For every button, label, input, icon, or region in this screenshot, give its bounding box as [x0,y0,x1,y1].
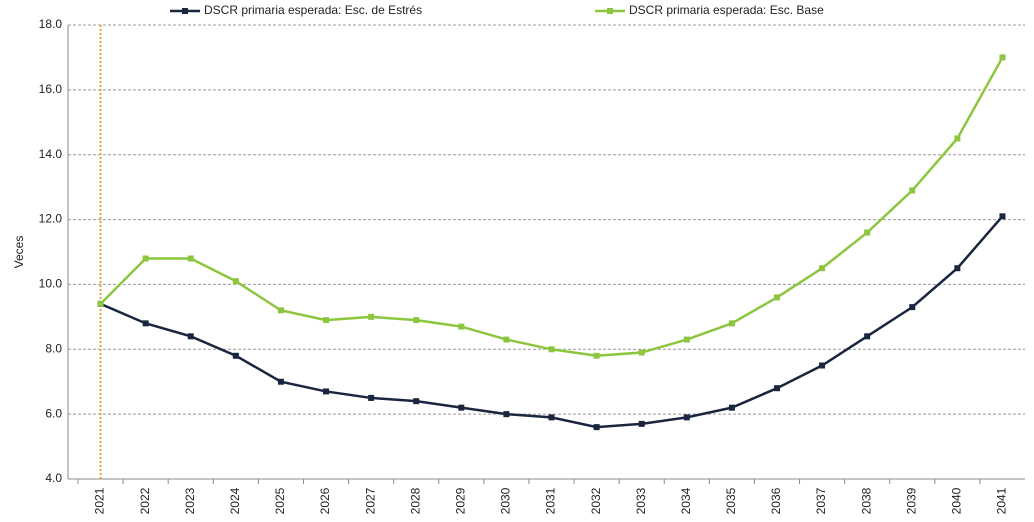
point-marker [232,352,239,359]
point-marker [728,320,735,327]
point-marker [97,300,104,307]
point-marker [954,265,961,272]
point-marker [683,336,690,343]
x-tick-label: 2030 [499,487,513,514]
point-marker [323,388,330,395]
y-tick-label: 6.0 [45,406,62,420]
y-tick-label: 14.0 [39,147,63,161]
point-marker [142,320,149,327]
point-marker [728,404,735,411]
series-line [99,56,1004,358]
point-marker [548,346,555,353]
y-tick-label: 12.0 [39,212,63,226]
x-tick-label: 2041 [995,487,1009,514]
x-tick-label: 2028 [408,487,422,514]
x-tick-label: 2022 [138,487,152,514]
point-marker [413,398,420,405]
x-tick-label: 2026 [318,487,332,514]
y-tick-label: 10.0 [39,277,63,291]
point-marker [683,414,690,421]
point-marker [864,333,871,340]
x-tick-label: 2025 [273,487,287,514]
x-tick-label: 2037 [814,487,828,514]
legend-marker [182,8,188,14]
x-tick-label: 2024 [228,487,242,514]
point-marker [458,323,465,330]
x-tick-label: 2029 [453,487,467,514]
point-marker [909,304,916,311]
x-tick-label: 2040 [950,487,964,514]
series-line [100,215,1004,429]
point-marker [368,394,375,401]
y-tick-label: 16.0 [39,82,63,96]
x-tick-label: 2039 [904,487,918,514]
x-tick-label: 2027 [363,487,377,514]
x-tick-label: 2032 [589,487,603,514]
x-tick-label: 2036 [769,487,783,514]
point-marker [232,278,239,285]
legend-marker [607,8,613,14]
point-marker [638,349,645,356]
legend-label: DSCR primaria esperada: Esc. de Estrés [204,3,422,17]
point-marker [954,135,961,142]
point-marker [864,229,871,236]
legend-label: DSCR primaria esperada: Esc. Base [629,3,824,17]
x-tick-label: 2033 [634,487,648,514]
point-marker [548,414,555,421]
point-marker [323,317,330,324]
y-tick-label: 8.0 [45,341,62,355]
point-marker [593,352,600,359]
point-marker [503,411,510,418]
point-marker [909,187,916,194]
point-marker [458,404,465,411]
point-marker [773,294,780,301]
y-axis-label: Veces [12,236,26,269]
point-marker [999,54,1006,61]
point-marker [638,420,645,427]
point-marker [819,362,826,369]
x-tick-label: 2038 [859,487,873,514]
point-marker [999,213,1006,220]
x-tick-label: 2023 [183,487,197,514]
point-marker [368,313,375,320]
point-marker [413,317,420,324]
point-marker [819,265,826,272]
x-tick-label: 2031 [544,487,558,514]
point-marker [277,378,284,385]
y-tick-label: 4.0 [45,471,62,485]
point-marker [277,307,284,314]
x-tick-label: 2021 [93,487,107,514]
point-marker [142,255,149,262]
x-tick-label: 2034 [679,487,693,514]
point-marker [187,333,194,340]
point-marker [593,424,600,431]
point-marker [187,255,194,262]
point-marker [503,336,510,343]
y-tick-label: 18.0 [39,17,63,31]
x-tick-label: 2035 [724,487,738,514]
point-marker [773,385,780,392]
